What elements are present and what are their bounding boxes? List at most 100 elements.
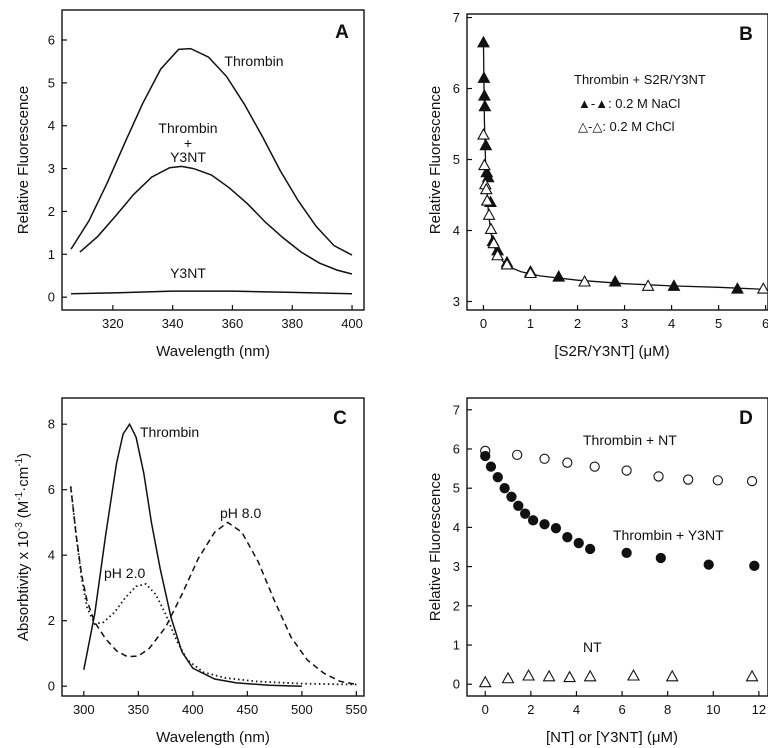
panel-a-series xyxy=(70,47,353,295)
panel-c-x-tick-label: 350 xyxy=(127,702,149,717)
panel-b-x-tick-label: 2 xyxy=(574,316,581,331)
panel-d-frame xyxy=(466,397,768,697)
panel-d-series-0-point xyxy=(562,457,573,468)
panel-b-series-1-point xyxy=(484,222,498,235)
panel-d-x-tick-label: 4 xyxy=(573,702,580,717)
panel-d-y-tick-label: 3 xyxy=(453,559,460,574)
panel-b-xlabel: [S2R/Y3NT] (μM) xyxy=(554,343,669,360)
panel-b-series-0-point xyxy=(478,99,492,112)
panel-d-series-0-point xyxy=(621,465,632,476)
panel-c-annotation-ph8: pH 8.0 xyxy=(220,505,261,521)
panel-d-series-1-point xyxy=(499,483,510,494)
panel-a-ylabel: Relative Fluorescence xyxy=(15,86,32,234)
panel-c: 300 350 400 450 500 550 0 2 4 6 8 C Wavelength (nm… xyxy=(14,397,367,746)
panel-c-series-1-line xyxy=(69,486,359,686)
panel-c-axes: 300 350 400 450 500 550 0 2 4 6 8 xyxy=(48,417,367,717)
panel-b-series-1-point xyxy=(487,236,501,249)
panel-a-series-0-line xyxy=(70,47,353,256)
panel-b-series-1-point xyxy=(491,248,505,261)
panel-d-series-1-point xyxy=(527,515,539,526)
panel-d-series-1-point xyxy=(621,547,632,559)
panel-d-ylabel: Relative Fluorescence xyxy=(427,473,444,621)
panel-c-y-tick-label: 2 xyxy=(48,613,55,628)
panel-a-xlabel: Wavelength (nm) xyxy=(156,343,270,360)
panel-d-series-1-point xyxy=(550,523,562,534)
panel-b-series-1-point xyxy=(482,208,496,220)
panel-c-annotation-ph2: pH 2.0 xyxy=(104,565,145,581)
panel-b-series xyxy=(477,35,768,294)
panel-b-y-tick-label: 3 xyxy=(453,294,460,309)
panel-b-x-tick-label: 1 xyxy=(527,316,534,331)
panel-c-frame xyxy=(61,397,365,697)
panel-d-series-1-point xyxy=(519,508,531,519)
panel-b-y-tick-label: 4 xyxy=(453,223,460,238)
panel-c-y-tick-label: 4 xyxy=(48,548,55,563)
panel-b-series-0-point xyxy=(477,71,491,83)
panel-c-xlabel: Wavelength (nm) xyxy=(156,729,270,746)
panel-d-series-1-point xyxy=(539,519,550,530)
panel-d-series xyxy=(478,445,760,688)
panel-b-y-tick-label: 5 xyxy=(453,152,460,167)
panel-d-series-2-point xyxy=(522,668,536,681)
panel-d-series-1-point xyxy=(584,543,596,555)
panel-d-x-tick-label: 0 xyxy=(482,702,489,717)
panel-d-series-1-point xyxy=(562,532,573,543)
panel-a-x-tick-label: 400 xyxy=(341,316,363,331)
panel-b-series-0-point xyxy=(608,274,622,287)
panel-d-x-tick-label: 6 xyxy=(618,702,625,717)
panel-d-series-2-point xyxy=(583,669,597,682)
panel-d-series-2-point xyxy=(542,669,556,682)
panel-d-annotation-nt: NT xyxy=(583,639,602,655)
panel-d-x-tick-label: 8 xyxy=(664,702,671,717)
panel-d-y-tick-label: 2 xyxy=(453,598,460,613)
panel-b-legend-title: Thrombin + S2R/Y3NT xyxy=(574,72,706,87)
panel-a-x-tick-label: 340 xyxy=(162,316,184,331)
panel-a-letter: A xyxy=(335,22,349,43)
panel-b-series-1-point xyxy=(756,282,768,294)
panel-b-series-1-point xyxy=(524,266,537,279)
panel-a-x-tick-label: 380 xyxy=(281,316,303,331)
panel-c-x-tick-label: 300 xyxy=(73,702,95,717)
panel-a-series-1-line xyxy=(79,165,353,275)
panel-d-y-tick-label: 5 xyxy=(453,481,460,496)
panel-a-annotation-thrombin: Thrombin xyxy=(224,53,283,69)
panel-c-annotation-thrombin: Thrombin xyxy=(140,424,199,440)
panel-c-series-2-line xyxy=(69,486,357,686)
panel-a-y-tick-label: 6 xyxy=(48,33,55,48)
panel-c-series xyxy=(69,422,359,687)
panel-d-series-0-point xyxy=(539,453,550,464)
panel-b-y-tick-label: 6 xyxy=(453,81,460,96)
panel-a: 320 340 360 380 400 0 1 2 3 4 5 6 A Wavelength (nm)… xyxy=(15,9,365,360)
panel-b-series-1-point xyxy=(477,128,490,140)
panel-d-series-0-point xyxy=(653,471,664,482)
panel-c-ylabel-exp: -3 xyxy=(14,522,25,531)
panel-c-ylabel-unit-end: ) xyxy=(15,453,32,458)
panel-a-axes: 320 340 360 380 400 0 1 2 3 4 5 6 xyxy=(48,33,363,332)
panel-d-series-0-point xyxy=(683,474,694,485)
panel-d-series-1-point xyxy=(485,461,497,472)
panel-b-frame xyxy=(466,13,768,311)
panel-c-ylabel: Absorbtivity x 10-3(M-1·cm-1) xyxy=(14,453,32,641)
panel-b-x-tick-label: 3 xyxy=(621,316,628,331)
panel-c-y-tick-label: 8 xyxy=(48,417,55,432)
panel-d-series-0-point xyxy=(589,461,600,472)
panel-a-y-tick-label: 2 xyxy=(48,204,55,219)
panel-c-ylabel-main: Absorbtivity x 10 xyxy=(15,531,32,641)
panel-b-x-tick-label: 5 xyxy=(715,316,722,331)
panel-c-ylabel-unit-exp2: -1 xyxy=(14,457,25,466)
panel-d-letter: D xyxy=(739,408,753,429)
panel-b-ylabel: Relative Fluorescence xyxy=(427,86,444,234)
panel-c-x-tick-label: 450 xyxy=(236,702,258,717)
panel-d-y-tick-label: 7 xyxy=(453,402,460,417)
panel-b-series-0-point xyxy=(479,138,493,151)
panel-a-annotation-thrombin2: Thrombin xyxy=(158,120,217,136)
panel-d-y-tick-label: 6 xyxy=(453,441,460,456)
panel-c-y-tick-label: 6 xyxy=(48,482,55,497)
panel-b-series-0-point xyxy=(477,88,491,101)
panel-b-legend-nacl: ▲-▲: 0.2 M NaCl xyxy=(578,96,680,111)
panel-b-series-1-point xyxy=(480,194,494,206)
panel-c-y-tick-label: 0 xyxy=(48,679,55,694)
panel-a-annotation-y3nt-curve: Y3NT xyxy=(170,265,206,281)
panel-b-series-1-point xyxy=(477,158,491,171)
